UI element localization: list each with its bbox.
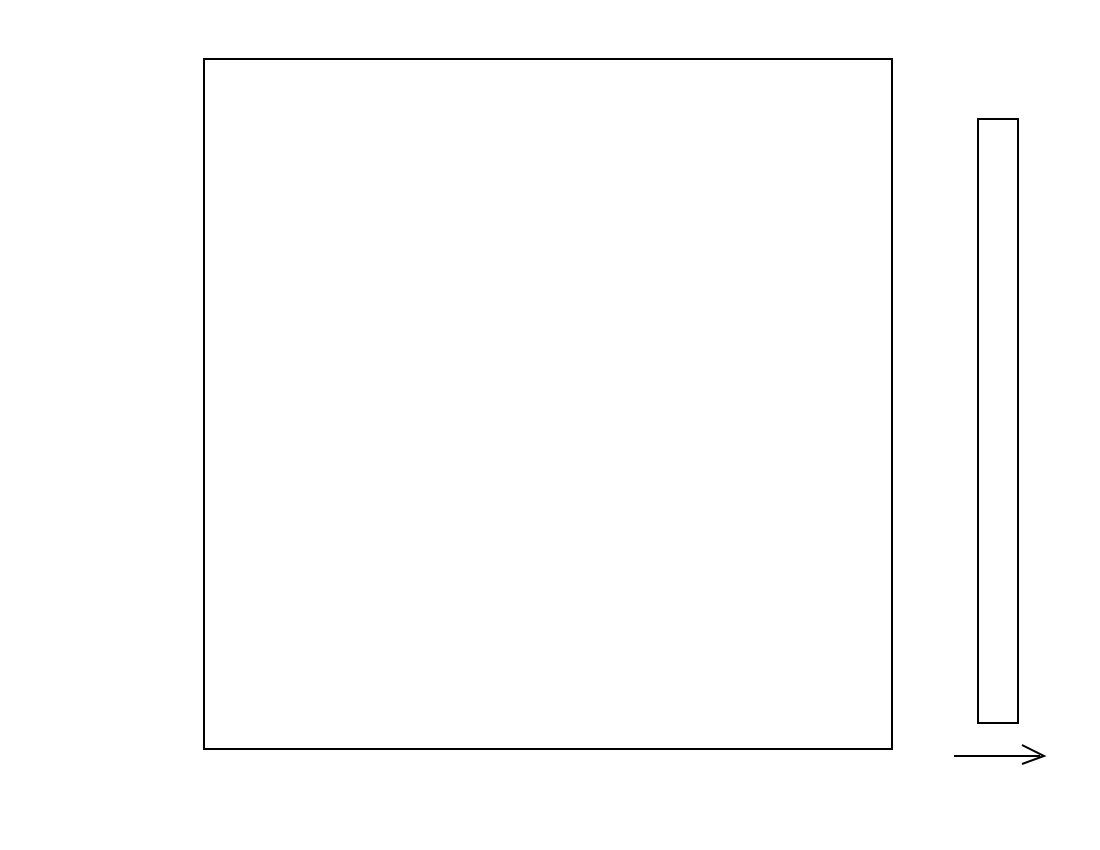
map-plot-area[interactable] [203, 58, 893, 750]
page-title [0, 8, 1100, 32]
colorbar[interactable] [977, 118, 1019, 724]
wind-scale-arrow-icon [954, 744, 1047, 765]
map-canvas [205, 60, 891, 748]
